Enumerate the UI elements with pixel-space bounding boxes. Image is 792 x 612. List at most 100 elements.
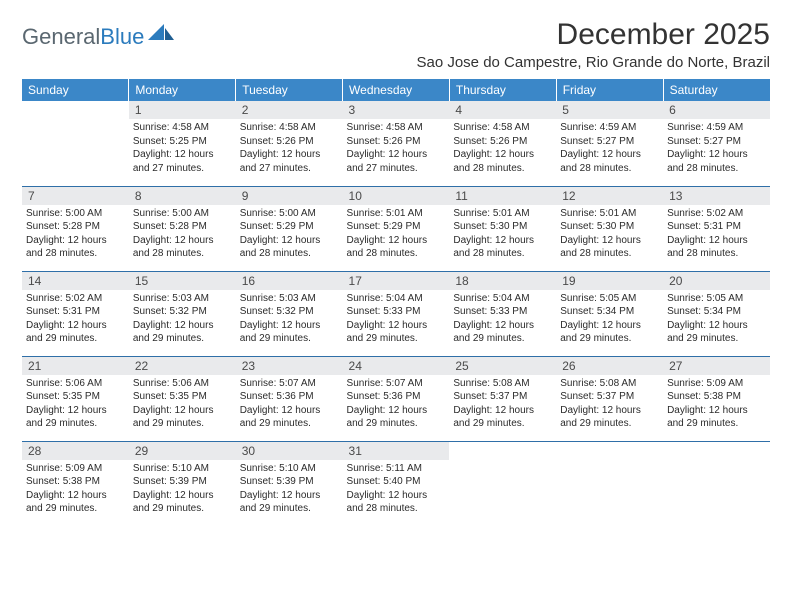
day-number: 2 [236,101,343,119]
cell-details: Sunrise: 4:58 AMSunset: 5:26 PMDaylight:… [240,121,339,175]
cell-details: Sunrise: 4:59 AMSunset: 5:27 PMDaylight:… [560,121,659,175]
sunset-text: Sunset: 5:34 PM [667,305,766,319]
day-number: 27 [663,357,770,375]
sunset-text: Sunset: 5:29 PM [240,220,339,234]
calendar-page: GeneralBlue December 2025 Sao Jose do Ca… [0,0,792,544]
cell-details: Sunrise: 5:08 AMSunset: 5:37 PMDaylight:… [560,377,659,431]
daylight-text: Daylight: 12 hours and 29 minutes. [347,319,446,346]
cell-details: Sunrise: 4:59 AMSunset: 5:27 PMDaylight:… [667,121,766,175]
day-number: 1 [129,101,236,119]
daylight-text: Daylight: 12 hours and 28 minutes. [133,234,232,261]
sunrise-text: Sunrise: 5:00 AM [26,207,125,221]
sunrise-text: Sunrise: 5:10 AM [133,462,232,476]
daylight-text: Daylight: 12 hours and 28 minutes. [453,234,552,261]
sunrise-text: Sunrise: 5:03 AM [133,292,232,306]
day-number: 4 [449,101,556,119]
day-number: 24 [343,357,450,375]
day-number: 9 [236,187,343,205]
daylight-text: Daylight: 12 hours and 29 minutes. [133,404,232,431]
day-number: 22 [129,357,236,375]
calendar-cell: 30Sunrise: 5:10 AMSunset: 5:39 PMDayligh… [236,441,343,526]
sunrise-text: Sunrise: 4:58 AM [347,121,446,135]
calendar-cell: 20Sunrise: 5:05 AMSunset: 5:34 PMDayligh… [663,271,770,356]
sunset-text: Sunset: 5:38 PM [667,390,766,404]
daylight-text: Daylight: 12 hours and 28 minutes. [347,489,446,516]
day-number: 8 [129,187,236,205]
sunset-text: Sunset: 5:31 PM [667,220,766,234]
daylight-text: Daylight: 12 hours and 28 minutes. [26,234,125,261]
logo-word-blue: Blue [100,24,144,49]
cell-details: Sunrise: 5:01 AMSunset: 5:29 PMDaylight:… [347,207,446,261]
sunrise-text: Sunrise: 5:01 AM [560,207,659,221]
sunset-text: Sunset: 5:36 PM [347,390,446,404]
day-header-monday: Monday [129,79,236,101]
calendar-table: Sunday Monday Tuesday Wednesday Thursday… [22,79,770,526]
calendar-week-row: 21Sunrise: 5:06 AMSunset: 5:35 PMDayligh… [22,356,770,441]
cell-details: Sunrise: 5:01 AMSunset: 5:30 PMDaylight:… [560,207,659,261]
sunrise-text: Sunrise: 5:05 AM [560,292,659,306]
cell-details: Sunrise: 5:03 AMSunset: 5:32 PMDaylight:… [240,292,339,346]
cell-details: Sunrise: 5:10 AMSunset: 5:39 PMDaylight:… [240,462,339,516]
day-number: 19 [556,272,663,290]
cell-details: Sunrise: 5:08 AMSunset: 5:37 PMDaylight:… [453,377,552,431]
cell-details: Sunrise: 5:10 AMSunset: 5:39 PMDaylight:… [133,462,232,516]
sunrise-text: Sunrise: 5:10 AM [240,462,339,476]
daylight-text: Daylight: 12 hours and 29 minutes. [240,404,339,431]
cell-details: Sunrise: 4:58 AMSunset: 5:26 PMDaylight:… [453,121,552,175]
cell-details: Sunrise: 4:58 AMSunset: 5:25 PMDaylight:… [133,121,232,175]
calendar-cell: 31Sunrise: 5:11 AMSunset: 5:40 PMDayligh… [343,441,450,526]
day-number: 28 [22,442,129,460]
calendar-cell: 17 Sunrise: 5:04 AMSunset: 5:33 PMDayligh… [343,271,450,356]
day-number: 15 [129,272,236,290]
daylight-text: Daylight: 12 hours and 28 minutes. [240,234,339,261]
title-block: December 2025 Sao Jose do Campestre, Rio… [416,18,770,71]
cell-details: Sunrise: 5:06 AMSunset: 5:35 PMDaylight:… [133,377,232,431]
sunset-text: Sunset: 5:27 PM [667,135,766,149]
calendar-tbody: 1Sunrise: 4:58 AMSunset: 5:25 PMDaylight… [22,101,770,526]
cell-details: Sunrise: 5:09 AMSunset: 5:38 PMDaylight:… [667,377,766,431]
daylight-text: Daylight: 12 hours and 28 minutes. [667,234,766,261]
sunrise-text: Sunrise: 5:03 AM [240,292,339,306]
cell-details: Sunrise: 5:04 AMSunset: 5:33 PMDaylight:… [453,292,552,346]
calendar-cell: 23Sunrise: 5:07 AMSunset: 5:36 PMDayligh… [236,356,343,441]
calendar-cell: 27 Sunrise: 5:09 AMSunset: 5:38 PMDayligh… [663,356,770,441]
calendar-cell [449,441,556,526]
day-header-saturday: Saturday [663,79,770,101]
day-header-wednesday: Wednesday [343,79,450,101]
daylight-text: Daylight: 12 hours and 29 minutes. [667,404,766,431]
sunset-text: Sunset: 5:39 PM [133,475,232,489]
logo-sail-icon [148,24,174,42]
cell-details: Sunrise: 5:02 AMSunset: 5:31 PMDaylight:… [26,292,125,346]
calendar-cell: 14Sunrise: 5:02 AMSunset: 5:31 PMDayligh… [22,271,129,356]
logo-word-general: General [22,24,100,49]
cell-details: Sunrise: 5:02 AMSunset: 5:31 PMDaylight:… [667,207,766,261]
sunset-text: Sunset: 5:30 PM [453,220,552,234]
sunset-text: Sunset: 5:38 PM [26,475,125,489]
calendar-cell: 12Sunrise: 5:01 AMSunset: 5:30 PMDayligh… [556,186,663,271]
sunrise-text: Sunrise: 5:07 AM [240,377,339,391]
calendar-cell [22,101,129,186]
sunrise-text: Sunrise: 4:58 AM [133,121,232,135]
calendar-week-row: 7Sunrise: 5:00 AMSunset: 5:28 PMDaylight… [22,186,770,271]
daylight-text: Daylight: 12 hours and 29 minutes. [133,319,232,346]
calendar-cell: 2 Sunrise: 4:58 AMSunset: 5:26 PMDaylight… [236,101,343,186]
cell-details: Sunrise: 5:07 AMSunset: 5:36 PMDaylight:… [240,377,339,431]
calendar-cell: 26Sunrise: 5:08 AMSunset: 5:37 PMDayligh… [556,356,663,441]
calendar-cell: 16Sunrise: 5:03 AMSunset: 5:32 PMDayligh… [236,271,343,356]
sunset-text: Sunset: 5:32 PM [240,305,339,319]
calendar-cell: 11 Sunrise: 5:01 AMSunset: 5:30 PMDayligh… [449,186,556,271]
cell-details: Sunrise: 5:05 AMSunset: 5:34 PMDaylight:… [560,292,659,346]
daylight-text: Daylight: 12 hours and 28 minutes. [347,234,446,261]
day-number: 25 [449,357,556,375]
sunset-text: Sunset: 5:27 PM [560,135,659,149]
calendar-thead: Sunday Monday Tuesday Wednesday Thursday… [22,79,770,101]
sunrise-text: Sunrise: 5:01 AM [453,207,552,221]
calendar-cell: 6Sunrise: 4:59 AMSunset: 5:27 PMDaylight… [663,101,770,186]
daylight-text: Daylight: 12 hours and 27 minutes. [133,148,232,175]
header: GeneralBlue December 2025 Sao Jose do Ca… [22,18,770,71]
cell-details: Sunrise: 5:05 AMSunset: 5:34 PMDaylight:… [667,292,766,346]
day-number: 17 [343,272,450,290]
cell-details: Sunrise: 5:04 AMSunset: 5:33 PMDaylight:… [347,292,446,346]
sunset-text: Sunset: 5:25 PM [133,135,232,149]
day-number: 11 [449,187,556,205]
